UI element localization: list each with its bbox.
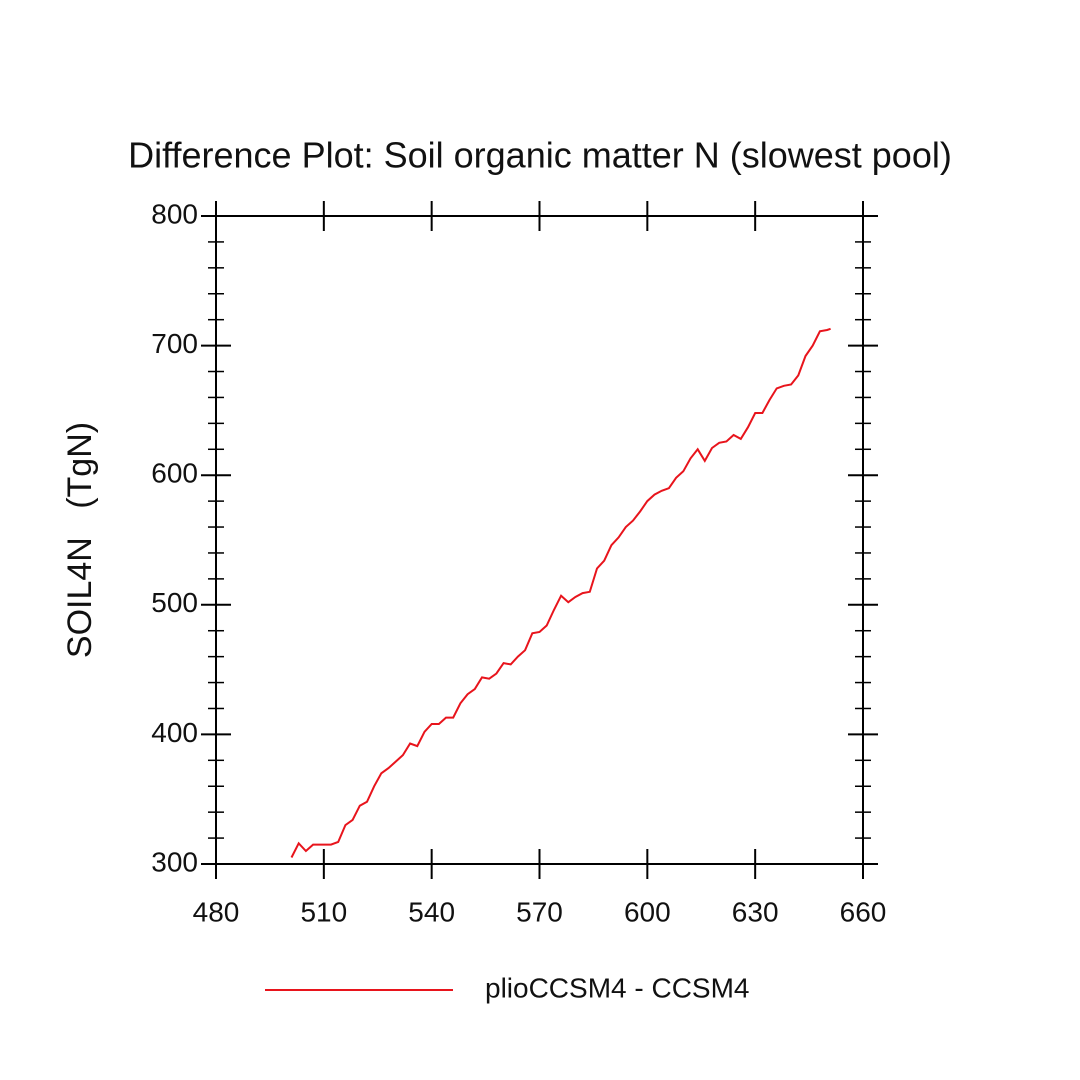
x-tick-label: 510 xyxy=(300,896,347,927)
data-line xyxy=(290,327,831,858)
y-tick-label: 300 xyxy=(151,846,198,877)
x-tick-label: 540 xyxy=(408,896,455,927)
plot-frame xyxy=(215,215,864,865)
legend-label: plioCCSM4 - CCSM4 xyxy=(485,972,750,1003)
x-tick-label: 600 xyxy=(624,896,671,927)
chart-title: Difference Plot: Soil organic matter N (… xyxy=(128,135,952,176)
y-tick-label: 400 xyxy=(151,717,198,748)
x-tick-label: 630 xyxy=(732,896,779,927)
y-axis-label: SOIL4N (TgN) xyxy=(61,422,99,658)
y-tick-label: 500 xyxy=(151,587,198,618)
x-tick-label: 570 xyxy=(516,896,563,927)
y-tick-label: 600 xyxy=(151,458,198,489)
y-tick-label: 700 xyxy=(151,328,198,359)
x-tick-label: 660 xyxy=(840,896,887,927)
y-tick-label: 800 xyxy=(151,198,198,229)
x-tick-label: 480 xyxy=(193,896,240,927)
